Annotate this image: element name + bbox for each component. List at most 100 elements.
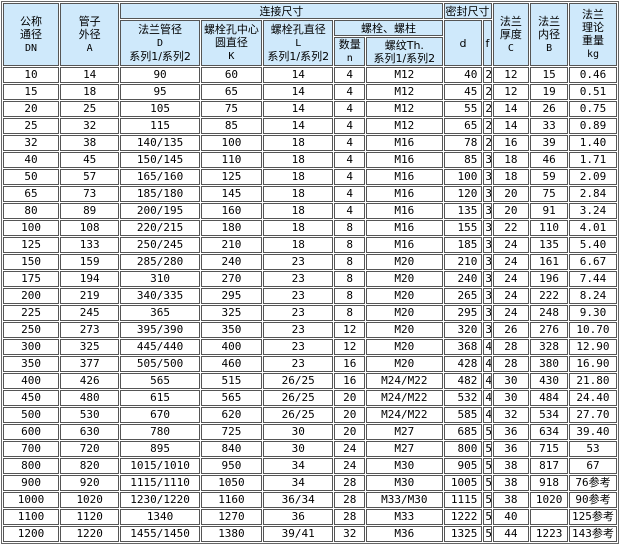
cell-l: 23 bbox=[263, 339, 334, 355]
cell-b: 33 bbox=[530, 118, 568, 134]
cell-k: 100 bbox=[200, 135, 263, 151]
cell-k: 950 bbox=[200, 458, 263, 474]
cell-l: 30 bbox=[263, 424, 334, 440]
cell-k: 515 bbox=[200, 373, 263, 389]
cell-k: 180 bbox=[200, 220, 263, 236]
cell-seal-f: 5 bbox=[483, 424, 492, 440]
cell-d: 1340 bbox=[120, 509, 200, 525]
table-row: 1200 1220 1455/1450 1380 39/41 32 M36 1325 5 44 12… bbox=[3, 526, 617, 542]
table-row: 40 45 150/145 110 18 4 M16 85 3 18 46 1.71 bbox=[3, 152, 617, 168]
cell-seal-f: 3 bbox=[483, 203, 492, 219]
cell-c: 36 bbox=[492, 441, 530, 457]
cell-seal-f: 4 bbox=[483, 373, 492, 389]
cell-n: 4 bbox=[334, 152, 366, 168]
cell-a: 1120 bbox=[60, 509, 120, 525]
header-l-col: 螺栓孔直径 L 系列1/系列2 bbox=[263, 20, 334, 66]
cell-d: 1015/1010 bbox=[120, 458, 200, 474]
cell-k: 65 bbox=[200, 84, 263, 100]
cell-l: 36/34 bbox=[263, 492, 334, 508]
cell-th: M27 bbox=[366, 424, 443, 440]
cell-b: 328 bbox=[530, 339, 568, 355]
cell-seal-d: 155 bbox=[443, 220, 483, 236]
cell-n: 4 bbox=[334, 203, 366, 219]
cell-seal-f: 3 bbox=[483, 254, 492, 270]
cell-a: 273 bbox=[60, 322, 120, 338]
cell-seal-f: 2 bbox=[483, 101, 492, 117]
cell-kg: 125参考 bbox=[568, 509, 617, 525]
cell-dn: 200 bbox=[3, 288, 60, 304]
cell-c: 14 bbox=[492, 118, 530, 134]
cell-seal-f: 5 bbox=[483, 492, 492, 508]
cell-seal-d: 1005 bbox=[443, 475, 483, 491]
cell-dn: 175 bbox=[3, 271, 60, 287]
cell-kg: 0.75 bbox=[568, 101, 617, 117]
table-row: 50 57 165/160 125 18 4 M16 100 3 18 59 2.09 bbox=[3, 169, 617, 185]
cell-d: 105 bbox=[120, 101, 200, 117]
cell-k: 1380 bbox=[200, 526, 263, 542]
cell-l: 18 bbox=[263, 203, 334, 219]
cell-kg: 8.24 bbox=[568, 288, 617, 304]
cell-th: M36 bbox=[366, 526, 443, 542]
cell-seal-d: 532 bbox=[443, 390, 483, 406]
cell-th: M16 bbox=[366, 237, 443, 253]
cell-c: 20 bbox=[492, 203, 530, 219]
cell-d: 445/440 bbox=[120, 339, 200, 355]
cell-a: 38 bbox=[60, 135, 120, 151]
cell-k: 85 bbox=[200, 118, 263, 134]
cell-k: 160 bbox=[200, 203, 263, 219]
cell-dn: 32 bbox=[3, 135, 60, 151]
cell-th: M24/M22 bbox=[366, 390, 443, 406]
cell-d: 340/335 bbox=[120, 288, 200, 304]
cell-c: 26 bbox=[492, 322, 530, 338]
cell-c: 24 bbox=[492, 237, 530, 253]
cell-l: 39/41 bbox=[263, 526, 334, 542]
cell-n: 4 bbox=[334, 135, 366, 151]
cell-th: M20 bbox=[366, 254, 443, 270]
cell-c: 24 bbox=[492, 271, 530, 287]
cell-d: 250/245 bbox=[120, 237, 200, 253]
cell-l: 23 bbox=[263, 288, 334, 304]
cell-kg: 0.89 bbox=[568, 118, 617, 134]
cell-seal-d: 240 bbox=[443, 271, 483, 287]
cell-l: 36 bbox=[263, 509, 334, 525]
cell-n: 28 bbox=[334, 492, 366, 508]
cell-n: 16 bbox=[334, 373, 366, 389]
cell-a: 630 bbox=[60, 424, 120, 440]
cell-kg: 10.70 bbox=[568, 322, 617, 338]
cell-n: 12 bbox=[334, 322, 366, 338]
cell-kg: 76参考 bbox=[568, 475, 617, 491]
cell-seal-f: 3 bbox=[483, 237, 492, 253]
cell-dn: 1000 bbox=[3, 492, 60, 508]
header-kg: 法兰 理论 重量 kg bbox=[568, 3, 617, 66]
header-k-col: 螺栓孔中心 圆直径 K bbox=[200, 20, 263, 66]
cell-seal-d: 85 bbox=[443, 152, 483, 168]
cell-dn: 15 bbox=[3, 84, 60, 100]
cell-seal-d: 40 bbox=[443, 67, 483, 83]
cell-seal-f: 3 bbox=[483, 305, 492, 321]
header-bolt: 螺栓、螺柱 bbox=[334, 20, 443, 36]
cell-l: 23 bbox=[263, 254, 334, 270]
cell-k: 460 bbox=[200, 356, 263, 372]
cell-c: 12 bbox=[492, 67, 530, 83]
cell-d: 220/215 bbox=[120, 220, 200, 236]
cell-seal-d: 210 bbox=[443, 254, 483, 270]
cell-th: M12 bbox=[366, 101, 443, 117]
table-row: 1100 1120 1340 1270 36 28 M33 1222 5 40 125参考 bbox=[3, 509, 617, 525]
cell-a: 159 bbox=[60, 254, 120, 270]
cell-th: M12 bbox=[366, 84, 443, 100]
table-row: 350 377 505/500 460 23 16 M20 428 4 28 380 16.90 bbox=[3, 356, 617, 372]
cell-k: 125 bbox=[200, 169, 263, 185]
cell-kg: 0.51 bbox=[568, 84, 617, 100]
cell-k: 145 bbox=[200, 186, 263, 202]
cell-dn: 450 bbox=[3, 390, 60, 406]
cell-seal-d: 905 bbox=[443, 458, 483, 474]
cell-c: 22 bbox=[492, 220, 530, 236]
cell-dn: 500 bbox=[3, 407, 60, 423]
cell-th: M30 bbox=[366, 475, 443, 491]
cell-dn: 700 bbox=[3, 441, 60, 457]
cell-b: 161 bbox=[530, 254, 568, 270]
cell-kg: 143参考 bbox=[568, 526, 617, 542]
cell-dn: 100 bbox=[3, 220, 60, 236]
cell-k: 270 bbox=[200, 271, 263, 287]
cell-seal-f: 2 bbox=[483, 67, 492, 83]
